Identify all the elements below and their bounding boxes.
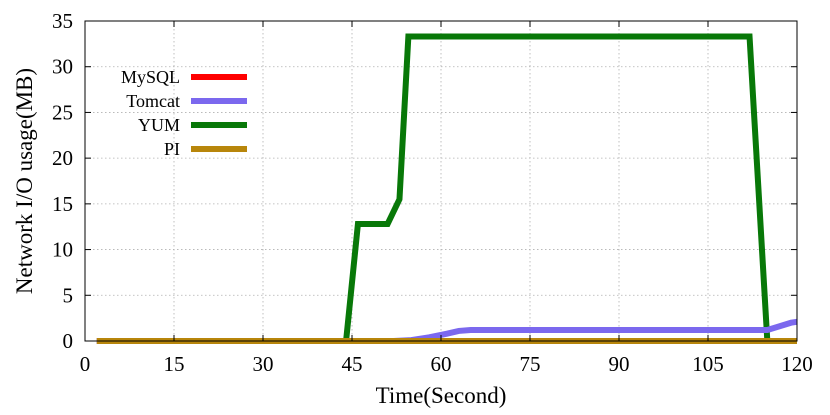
y-tick-label: 15 <box>52 192 73 216</box>
legend-label: PI <box>164 139 180 159</box>
y-tick-label: 0 <box>63 329 74 353</box>
x-tick-label: 45 <box>342 352 363 376</box>
legend: MySQL Tomcat YUM PI <box>121 67 247 159</box>
y-tick-label: 20 <box>52 146 73 170</box>
x-tick-label: 0 <box>80 352 91 376</box>
grid-lines <box>85 21 797 341</box>
x-axis-title: Time(Second) <box>376 383 507 408</box>
legend-label: MySQL <box>121 67 180 87</box>
y-tick-label: 30 <box>52 55 73 79</box>
x-tick-label: 15 <box>164 352 185 376</box>
y-tick-label: 35 <box>52 9 73 33</box>
x-tick-label: 105 <box>692 352 724 376</box>
x-tick-label: 60 <box>431 352 452 376</box>
x-tick-label: 90 <box>609 352 630 376</box>
y-axis-title: Network I/O usage(MB) <box>12 68 37 294</box>
y-tick-label: 10 <box>52 238 73 262</box>
y-tick-labels: 0 5 10 15 20 25 30 35 <box>52 9 73 353</box>
series-line-yum <box>96 33 797 344</box>
legend-label: Tomcat <box>126 91 180 111</box>
x-tick-label: 75 <box>520 352 541 376</box>
x-tick-label: 30 <box>253 352 274 376</box>
x-tick-labels: 0 15 30 45 60 75 90 105 120 <box>80 352 813 376</box>
y-tick-label: 5 <box>63 283 74 307</box>
legend-item-mysql: MySQL <box>121 67 247 87</box>
legend-item-yum: YUM <box>138 115 247 135</box>
axis-ticks <box>84 20 798 342</box>
x-tick-label: 120 <box>781 352 813 376</box>
legend-item-tomcat: Tomcat <box>126 91 247 111</box>
y-tick-label: 25 <box>52 100 73 124</box>
legend-label: YUM <box>138 115 180 135</box>
legend-item-pi: PI <box>164 139 247 159</box>
